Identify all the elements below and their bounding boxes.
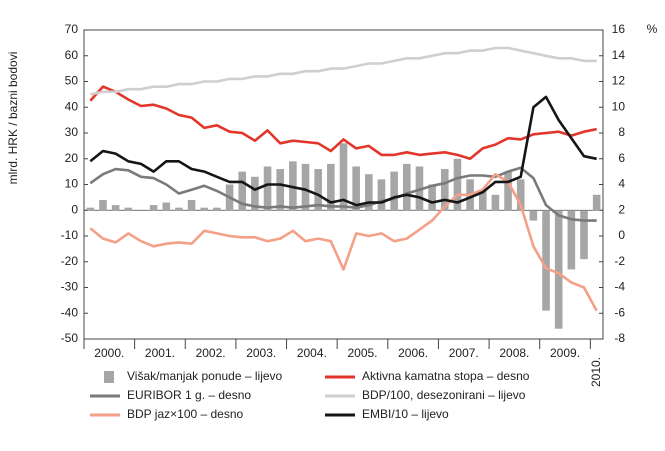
y2-tick-label: -4 (614, 280, 625, 294)
line (90, 46, 597, 96)
y-axis-label: mlrd. HRK / bazni bodovi (6, 52, 20, 185)
line (89, 95, 597, 207)
x-year-label: 2003. (246, 346, 276, 360)
bar (124, 207, 133, 211)
bar (516, 179, 525, 211)
bar (554, 210, 563, 329)
y-tick-label: 10 (65, 177, 79, 191)
y2-tick-label: 12 (612, 74, 626, 88)
line (89, 166, 597, 222)
bar (251, 176, 259, 211)
bar (99, 199, 107, 211)
x-year-label: 2008. (499, 346, 529, 360)
bar (377, 179, 386, 211)
bar (567, 210, 576, 270)
y-tick-label: 0 (71, 202, 78, 216)
y2-axis-label: % (647, 22, 658, 36)
bar (402, 163, 411, 211)
y2-tick-label: -6 (614, 305, 625, 319)
y-tick-label: -50 (61, 331, 79, 345)
bar (314, 169, 322, 211)
y2-tick-label: 14 (612, 48, 626, 62)
bar (301, 163, 310, 211)
x-year-label: 2006. (398, 346, 428, 360)
x-year-label: 2005. (347, 346, 377, 360)
y2-tick-label: 2 (618, 202, 625, 216)
y2-tick-label: 16 (612, 22, 626, 36)
y2-tick-label: 8 (618, 125, 625, 139)
bar (592, 194, 601, 211)
bar (529, 210, 538, 221)
y-tick-label: -40 (61, 305, 79, 319)
x-year-label: 2002. (196, 346, 226, 360)
bar (365, 174, 373, 211)
bar (162, 202, 171, 211)
legend-swatch (104, 371, 114, 383)
y-tick-label: 70 (65, 22, 79, 36)
bar (187, 199, 196, 211)
x-year-label: 2004. (297, 346, 327, 360)
bar (440, 169, 449, 211)
x-year-label: 2000. (94, 346, 124, 360)
bar (339, 143, 348, 211)
bar (542, 210, 550, 311)
x-year-label: 2010. (589, 357, 603, 387)
x-year-label: 2009. (550, 346, 580, 360)
bar (213, 207, 221, 211)
line (89, 85, 597, 161)
y2-tick-label: -2 (614, 254, 625, 268)
y2-tick-label: 0 (618, 228, 625, 242)
y-tick-label: -20 (61, 254, 79, 268)
y-tick-label: 40 (65, 99, 79, 113)
bar (263, 166, 272, 211)
legend-label: EMBI/10 – lijevo (362, 407, 449, 421)
legend-label: Višak/manjak ponude – lijevo (127, 369, 283, 383)
line (89, 172, 598, 312)
bar (86, 207, 95, 211)
y2-tick-label: 4 (618, 177, 625, 191)
y-tick-label: 60 (65, 48, 79, 62)
y-tick-label: 50 (65, 74, 79, 88)
y-tick-label: -30 (61, 280, 79, 294)
legend-label: BDP jaz×100 – desno (127, 407, 244, 421)
y-tick-label: 30 (65, 125, 79, 139)
bar (175, 207, 183, 211)
bar (111, 205, 120, 211)
legend-label: Aktivna kamatna stopa – desno (362, 369, 530, 383)
bar (390, 171, 398, 211)
y2-tick-label: 10 (612, 99, 626, 113)
bar (276, 169, 285, 211)
bar (327, 163, 335, 211)
bar (238, 171, 247, 211)
bar (491, 194, 500, 211)
y2-tick-label: 6 (618, 151, 625, 165)
bar (504, 171, 512, 211)
bar (149, 205, 158, 211)
y-tick-label: 20 (65, 151, 79, 165)
legend-label: EURIBOR 1 g. – desno (127, 388, 251, 402)
bar (352, 166, 360, 211)
x-year-label: 2007. (449, 346, 479, 360)
legend-label: BDP/100, desezonirani – lijevo (362, 388, 526, 402)
y2-tick-label: -8 (614, 331, 625, 345)
bar (428, 184, 436, 211)
bar (580, 210, 588, 260)
x-year-label: 2001. (145, 346, 175, 360)
bar (200, 207, 209, 211)
bar (453, 158, 462, 211)
y-tick-label: -10 (61, 228, 79, 242)
bar (478, 189, 487, 211)
